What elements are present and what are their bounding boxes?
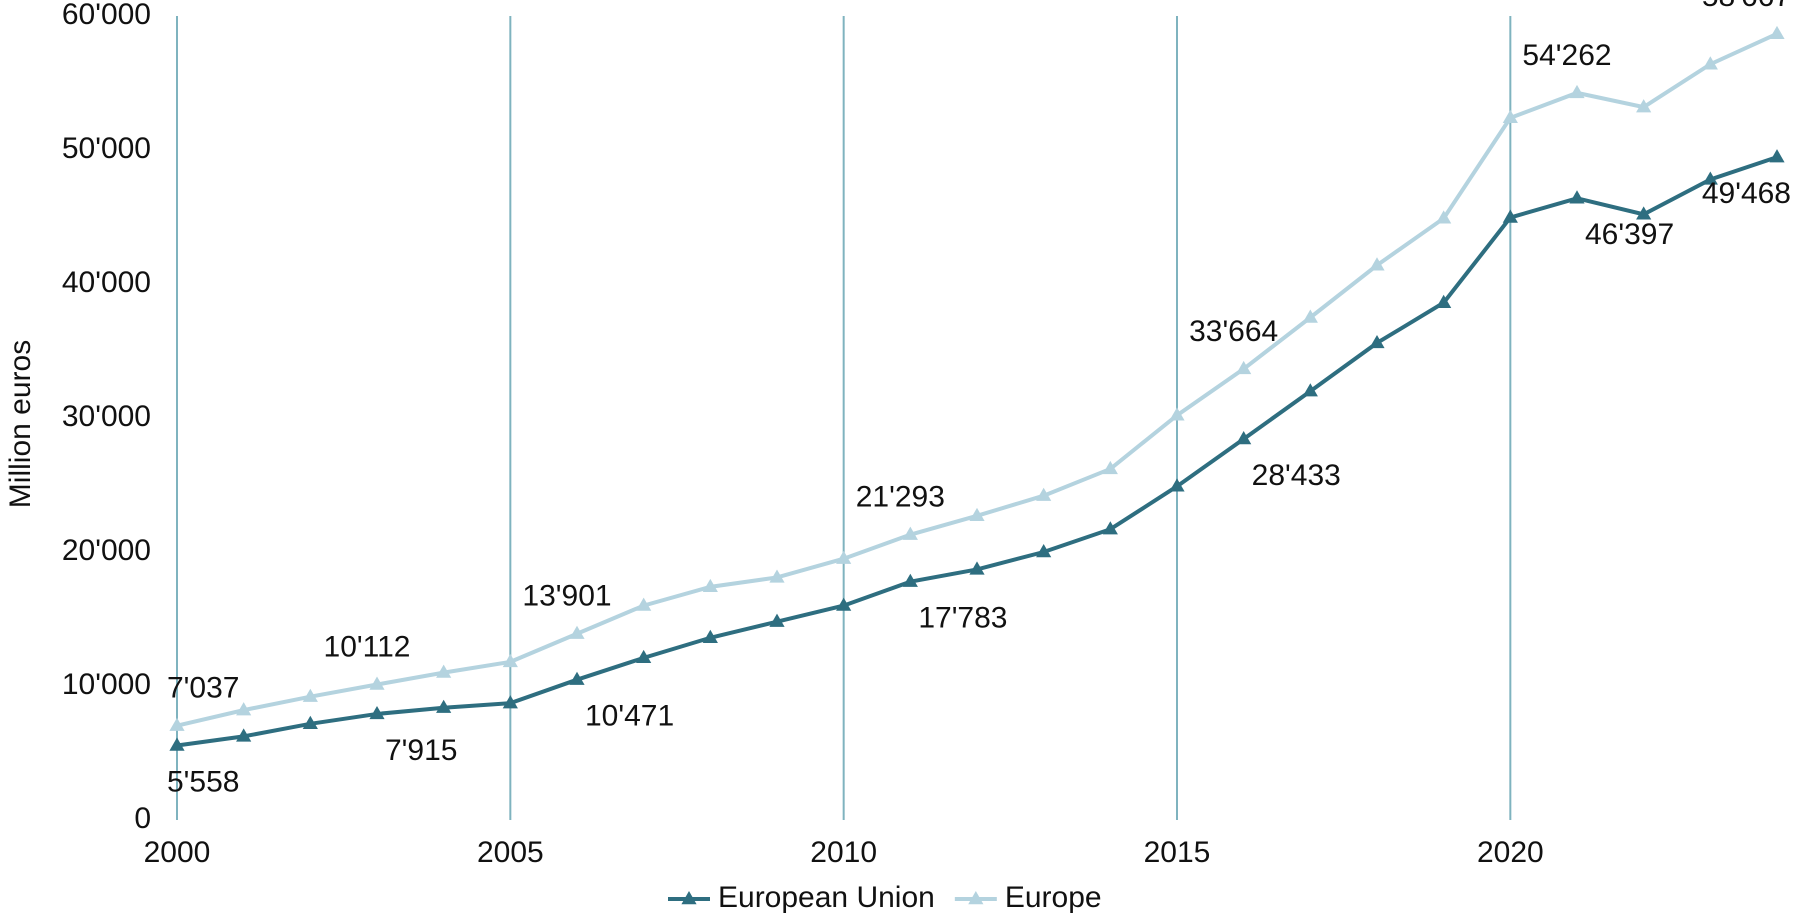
x-tick-label: 2005 (477, 836, 544, 869)
y-tick-label: 60'000 (62, 0, 151, 31)
point-marker (1569, 190, 1585, 204)
point-marker (1169, 407, 1185, 421)
point-marker (902, 526, 918, 540)
data-label: 7'915 (385, 734, 457, 767)
data-label: 28'433 (1252, 459, 1341, 492)
point-marker (502, 653, 518, 668)
legend-label: European Union (718, 881, 935, 914)
point-marker (436, 664, 452, 678)
point-marker (1102, 521, 1118, 535)
point-marker (969, 507, 985, 522)
x-tick-label: 2010 (810, 836, 877, 869)
point-marker (436, 699, 452, 713)
point-marker (1702, 56, 1718, 70)
point-marker (1569, 84, 1585, 99)
x-tick-label: 2015 (1144, 836, 1211, 869)
point-marker (1369, 257, 1385, 271)
data-label: 10'112 (324, 630, 411, 663)
point-marker (569, 625, 585, 639)
point-marker (836, 550, 852, 564)
x-tick-label: 2020 (1477, 836, 1544, 869)
y-tick-label: 0 (134, 802, 151, 835)
point-marker (1369, 334, 1385, 349)
point-marker (1169, 478, 1185, 492)
point-marker (1436, 294, 1452, 308)
data-label: 10'471 (585, 700, 674, 733)
point-marker (969, 561, 985, 575)
point-marker (302, 715, 318, 729)
point-marker (636, 649, 652, 664)
y-axis-title: Million euros (4, 340, 37, 508)
y-tick-label: 10'000 (62, 668, 151, 701)
data-label: 54'262 (1522, 39, 1611, 72)
point-marker (1636, 206, 1652, 220)
point-marker (769, 569, 785, 583)
point-marker (1236, 430, 1252, 445)
point-marker (702, 578, 718, 593)
series-line (176, 155, 1778, 748)
point-marker (1769, 25, 1785, 40)
point-marker (369, 676, 385, 690)
point-marker (702, 629, 718, 643)
legend-label: Europe (1005, 881, 1102, 914)
point-marker (1302, 383, 1318, 397)
point-marker (236, 702, 252, 716)
point-marker (302, 688, 318, 702)
data-label: 33'664 (1189, 315, 1278, 348)
point-marker (1036, 487, 1052, 501)
point-marker (636, 597, 652, 611)
point-marker (1236, 360, 1252, 375)
data-label: 58'667 (1702, 0, 1791, 13)
data-label: 46'397 (1585, 218, 1674, 251)
data-label: 7'037 (167, 672, 239, 705)
point-marker (1502, 209, 1518, 223)
point-marker (769, 613, 785, 627)
point-marker (1702, 171, 1718, 185)
y-tick-label: 20'000 (62, 534, 151, 567)
data-label: 21'293 (856, 481, 945, 514)
point-marker (1036, 544, 1052, 558)
legend-marker (681, 891, 697, 905)
point-marker (1436, 210, 1452, 224)
y-tick-label: 30'000 (62, 400, 151, 433)
point-marker (902, 573, 918, 587)
point-marker (836, 597, 852, 611)
data-label: 5'558 (167, 765, 239, 798)
point-marker (502, 695, 518, 709)
data-label: 17'783 (918, 602, 1007, 635)
point-marker (1502, 109, 1518, 124)
y-tick-label: 40'000 (62, 266, 151, 299)
point-marker (569, 671, 585, 685)
point-marker (1636, 99, 1652, 113)
point-marker (1102, 460, 1118, 475)
point-marker (1302, 309, 1318, 323)
data-label: 49'468 (1702, 177, 1791, 210)
data-label: 13'901 (522, 580, 611, 613)
point-marker (169, 717, 185, 731)
x-tick-label: 2000 (144, 836, 211, 869)
point-marker (236, 728, 252, 742)
point-marker (169, 737, 185, 751)
legend-marker (968, 891, 984, 905)
y-tick-label: 50'000 (62, 132, 151, 165)
point-marker (369, 705, 385, 720)
point-marker (1769, 149, 1785, 163)
